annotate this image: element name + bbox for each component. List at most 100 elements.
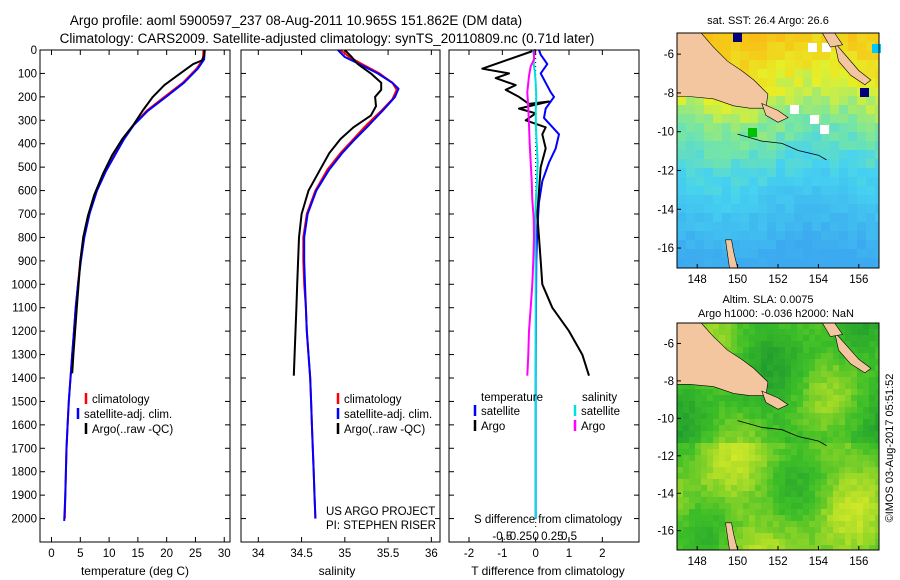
map-cell	[839, 485, 845, 491]
map-cell	[755, 401, 761, 407]
map-cell	[815, 377, 821, 383]
map-cell	[791, 365, 797, 371]
map-cell	[704, 150, 713, 159]
map-cell	[809, 437, 815, 443]
map-cell	[713, 467, 719, 473]
map-cell	[863, 395, 869, 401]
map-cell	[731, 497, 737, 503]
map-cell	[686, 186, 695, 195]
map-cell	[767, 515, 773, 521]
map-cell	[701, 479, 707, 485]
map-cell	[839, 204, 848, 213]
legend-title-temperature: temperature	[481, 392, 543, 404]
map-cell	[875, 437, 879, 443]
map-cell	[776, 213, 785, 222]
map-cell	[863, 491, 869, 497]
map-cell	[713, 249, 722, 258]
map-cell	[875, 141, 879, 150]
map-cell	[761, 371, 767, 377]
map-cell	[863, 383, 869, 389]
map-cell	[875, 51, 879, 60]
map-cell	[821, 443, 827, 449]
map-cell	[731, 168, 740, 177]
map-cell	[857, 425, 863, 431]
map-cell	[761, 527, 767, 533]
map-cell	[830, 177, 839, 186]
map-cell	[707, 473, 713, 479]
map-cell	[677, 497, 683, 503]
map-cell	[845, 377, 851, 383]
map-cell	[773, 383, 779, 389]
map-cell	[773, 419, 779, 425]
map-cell	[689, 527, 695, 533]
map-cell	[743, 479, 749, 485]
map-cell	[707, 437, 713, 443]
map-cell	[749, 485, 755, 491]
map-cell	[875, 33, 879, 42]
map-cell	[794, 213, 803, 222]
map-cell	[797, 401, 803, 407]
map-cell	[845, 491, 851, 497]
map-cell	[857, 258, 866, 267]
map-cell	[791, 353, 797, 359]
map-cell	[767, 527, 773, 533]
map-cell	[797, 461, 803, 467]
map-cell	[830, 96, 839, 105]
map-cell	[701, 545, 707, 550]
x-tick-label: 35.5	[377, 548, 399, 560]
map-cell	[767, 123, 776, 132]
map-cell	[857, 347, 863, 353]
map-cell	[869, 377, 875, 383]
map-cell	[713, 141, 722, 150]
map-cell	[773, 467, 779, 473]
map-cell	[794, 195, 803, 204]
map-cell	[779, 437, 785, 443]
map-cell	[839, 335, 845, 341]
map-cell	[731, 407, 737, 413]
map-cell	[803, 347, 809, 353]
y-tick-label: 2000	[11, 514, 37, 526]
map-cell	[821, 413, 827, 419]
map-cell	[773, 515, 779, 521]
map-cell	[776, 168, 785, 177]
map-cell	[713, 213, 722, 222]
map-cell	[719, 533, 725, 539]
map-cell	[857, 443, 863, 449]
map-cell	[740, 105, 749, 114]
map-cell	[737, 353, 743, 359]
map-cell	[749, 141, 758, 150]
map-cell	[767, 195, 776, 204]
map-cell	[827, 383, 833, 389]
map-cell	[845, 371, 851, 377]
map-cell	[677, 527, 683, 533]
map-cell	[767, 455, 773, 461]
map-cell	[869, 539, 875, 545]
map-cell	[794, 249, 803, 258]
map-cell	[830, 204, 839, 213]
map-cell	[695, 437, 701, 443]
map-cell	[827, 371, 833, 377]
sla-map-frame	[676, 322, 880, 551]
map-cell	[749, 467, 755, 473]
map-cell	[677, 141, 686, 150]
map-cell	[821, 78, 830, 87]
map-cell	[677, 231, 686, 240]
map-cell	[686, 177, 695, 186]
map-cell	[863, 467, 869, 473]
map-cell	[677, 467, 683, 473]
map-cell	[821, 389, 827, 395]
map-cell	[857, 168, 866, 177]
map-cell	[695, 204, 704, 213]
map-cell	[875, 545, 879, 550]
sst-map-panel: sat. SST: 26.4 Argo: 26.6 148 150 152 154 15…	[657, 15, 881, 286]
map-cell	[809, 395, 815, 401]
map-cell	[809, 443, 815, 449]
map-cell	[875, 96, 879, 105]
map-cell	[707, 449, 713, 455]
map-cell	[827, 335, 833, 341]
map-cell	[689, 473, 695, 479]
map-cell	[779, 449, 785, 455]
map-cell	[689, 407, 695, 413]
map-cell	[866, 123, 875, 132]
map-cell	[785, 60, 794, 69]
